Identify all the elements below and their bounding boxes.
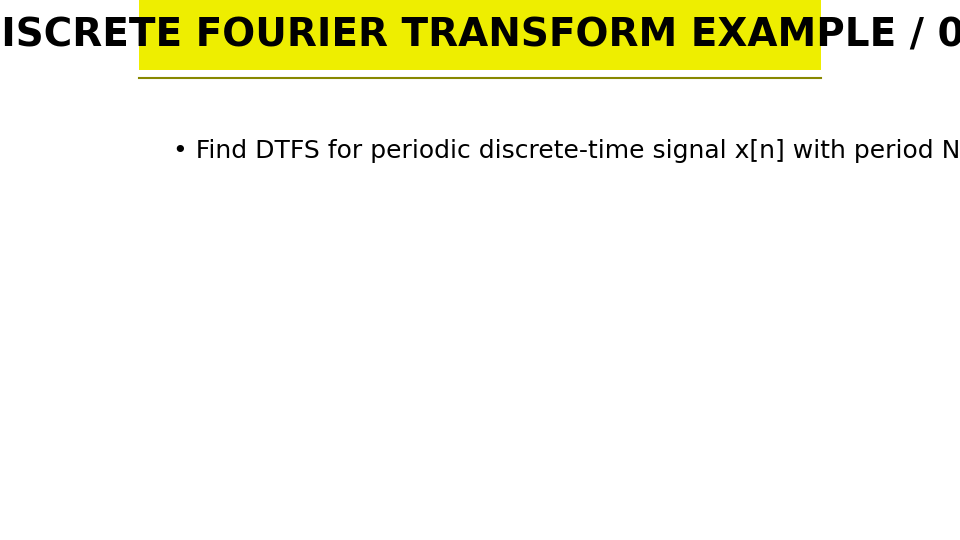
FancyBboxPatch shape (139, 0, 821, 70)
Text: DISCRETE FOURIER TRANSFORM EXAMPLE / 01: DISCRETE FOURIER TRANSFORM EXAMPLE / 01 (0, 16, 960, 54)
Text: • Find DTFS for periodic discrete-time signal x[n] with period N=30: • Find DTFS for periodic discrete-time s… (174, 139, 960, 163)
